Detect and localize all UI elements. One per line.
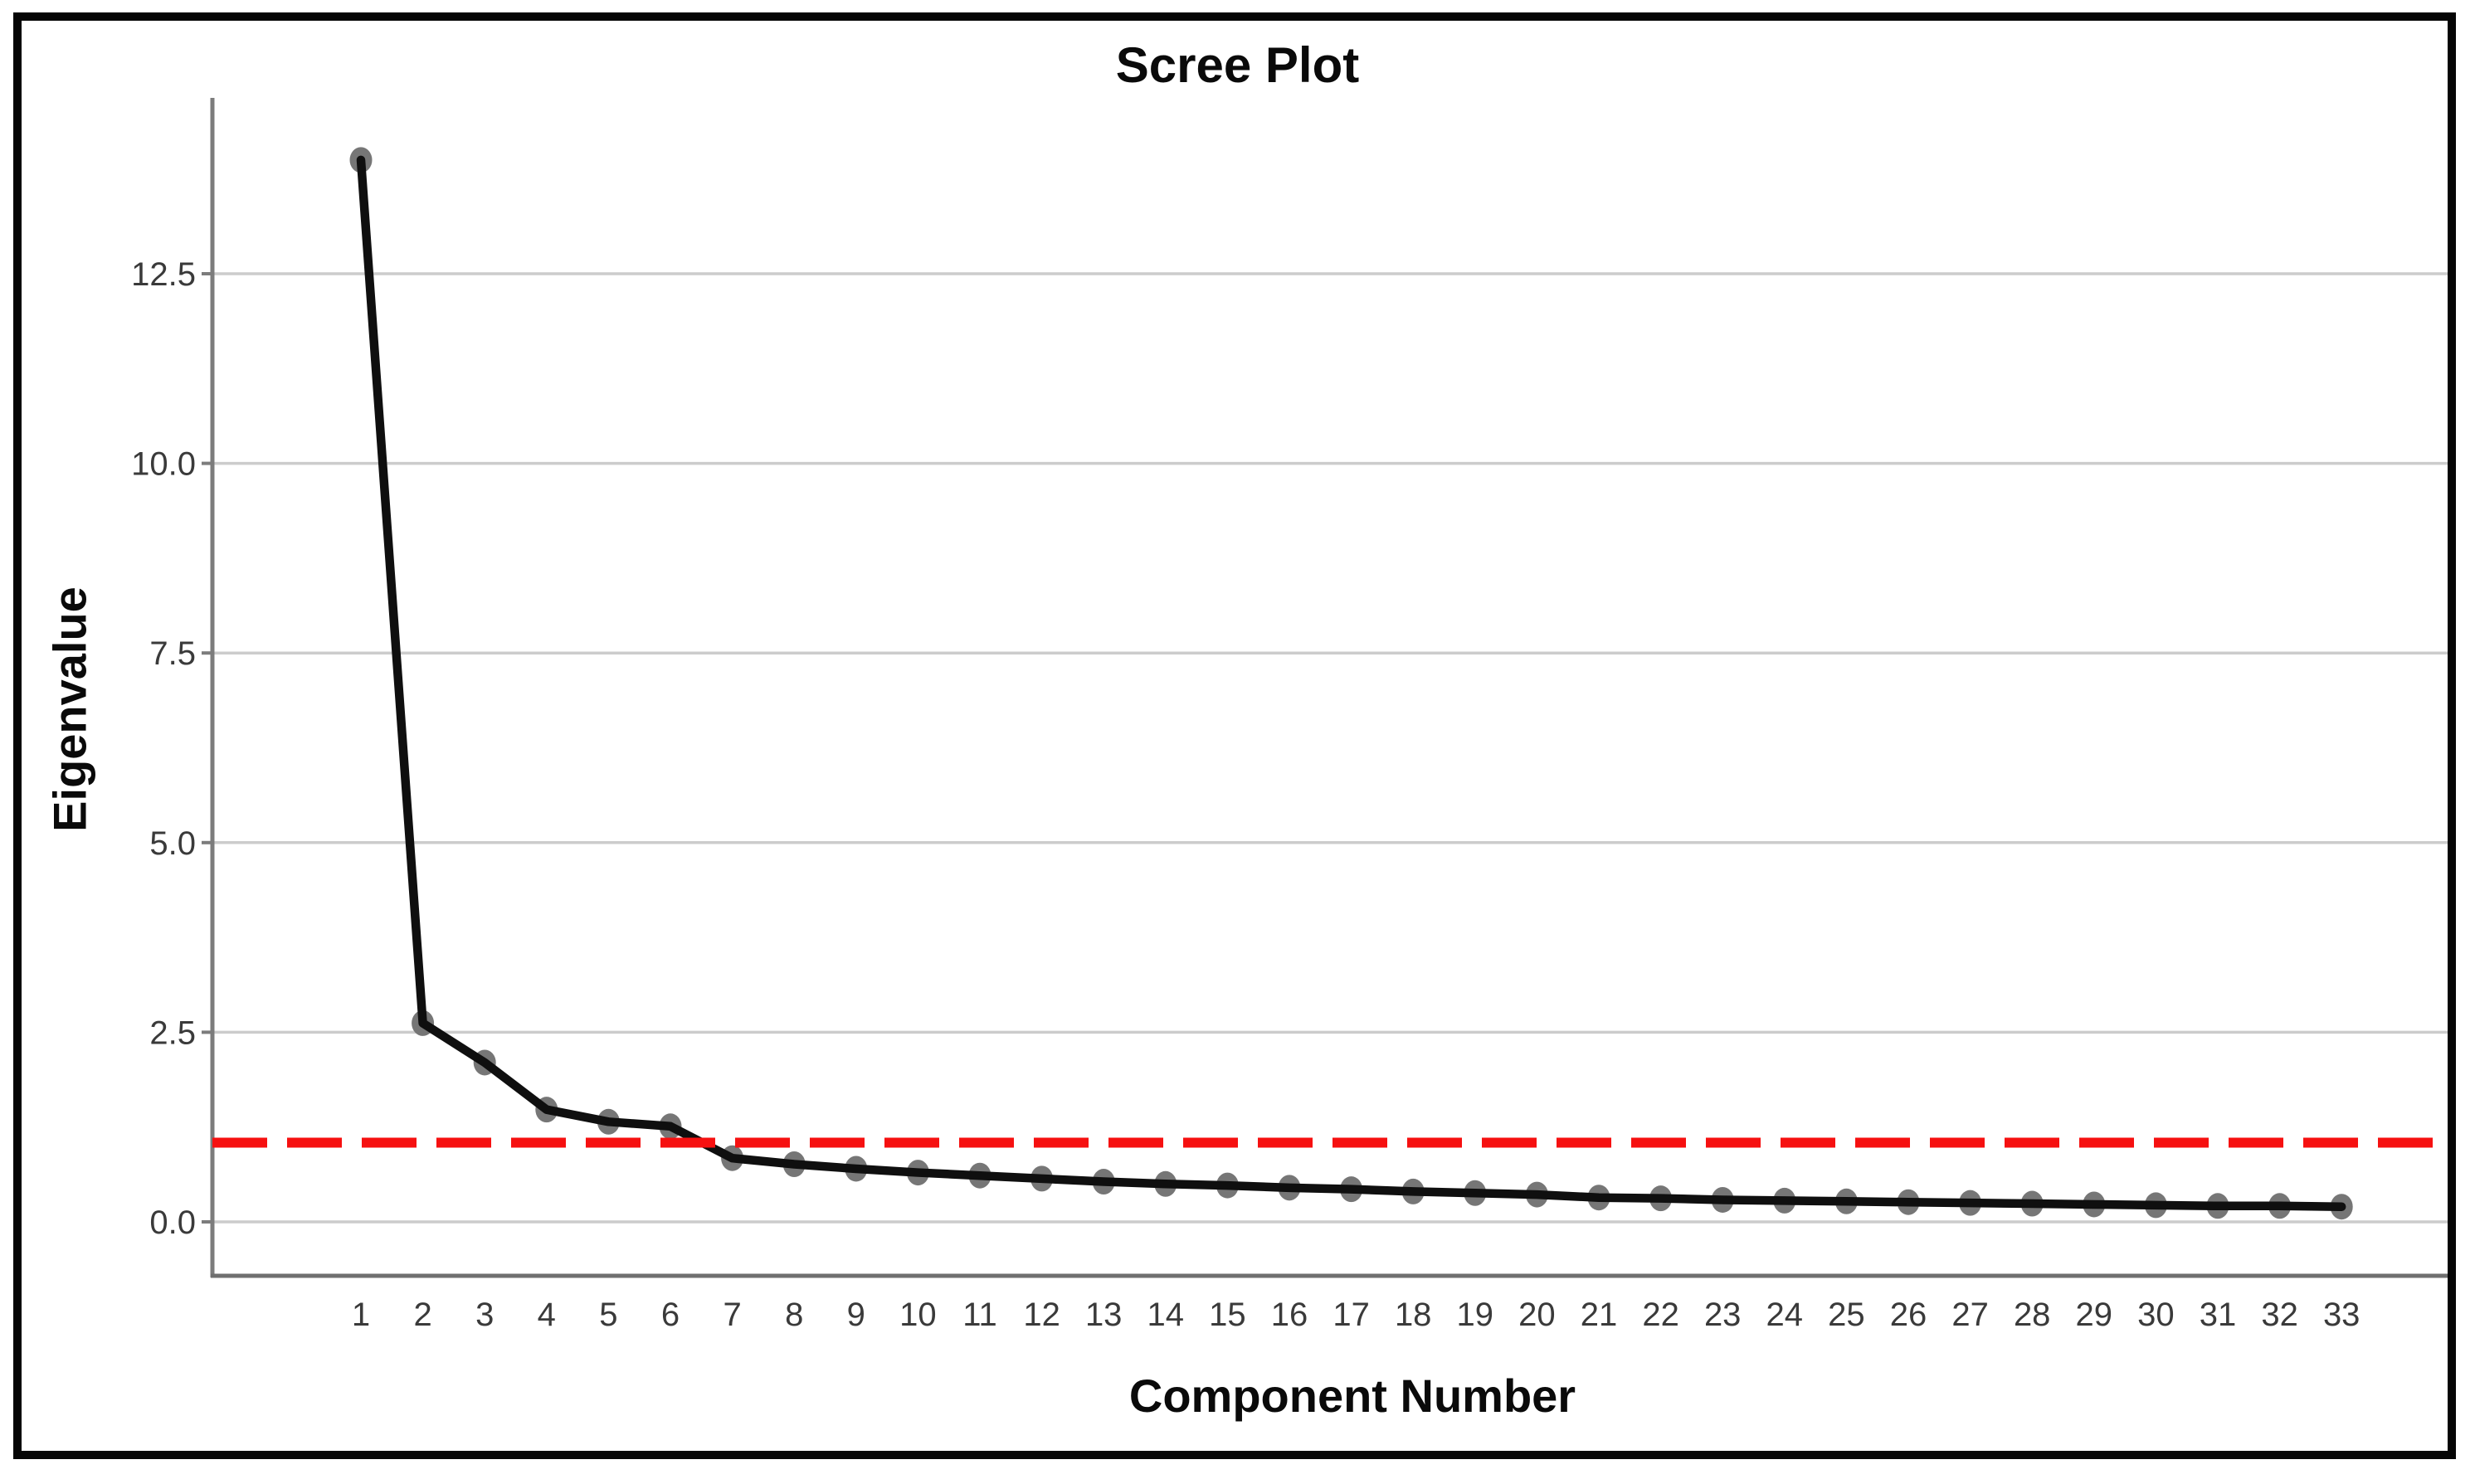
x-tick-label: 28 — [2014, 1297, 2051, 1333]
x-tick-label: 33 — [2323, 1297, 2361, 1333]
x-tick-label: 19 — [1457, 1297, 1494, 1333]
x-tick-label: 22 — [1642, 1297, 1679, 1333]
x-tick-label: 14 — [1147, 1297, 1185, 1333]
x-tick-label: 5 — [599, 1297, 617, 1333]
x-tick-label: 4 — [538, 1297, 556, 1333]
x-tick-label: 31 — [2200, 1297, 2237, 1333]
x-tick-label: 20 — [1518, 1297, 1556, 1333]
x-tick-label: 16 — [1271, 1297, 1308, 1333]
x-tick-label: 9 — [847, 1297, 865, 1333]
x-tick-label: 3 — [475, 1297, 494, 1333]
x-tick-label: 23 — [1704, 1297, 1742, 1333]
x-tick-label: 26 — [1890, 1297, 1927, 1333]
x-tick-label: 7 — [723, 1297, 741, 1333]
x-tick-label: 10 — [899, 1297, 937, 1333]
chart-title: Scree Plot — [1115, 37, 1360, 93]
x-tick-label: 11 — [962, 1297, 997, 1333]
y-tick-label: 2.5 — [149, 1014, 196, 1051]
eigenvalue-line — [356, 155, 2346, 1211]
x-tick-label: 15 — [1209, 1297, 1246, 1333]
x-tick-label: 6 — [661, 1297, 680, 1333]
y-tick-label: 10.0 — [131, 446, 196, 483]
x-tick-label: 1 — [352, 1297, 370, 1333]
x-tick-label: 29 — [2076, 1297, 2113, 1333]
x-tick-label: 8 — [785, 1297, 803, 1333]
x-tick-label: 2 — [413, 1297, 431, 1333]
x-tick-label: 32 — [2261, 1297, 2298, 1333]
x-tick-label: 25 — [1828, 1297, 1865, 1333]
y-tick-label: 0.0 — [149, 1204, 196, 1241]
x-tick-label: 27 — [1951, 1297, 1989, 1333]
y-tick-label: 12.5 — [131, 256, 196, 293]
x-tick-label: 18 — [1395, 1297, 1432, 1333]
x-tick-label: 24 — [1766, 1297, 1804, 1333]
x-tick-label: 13 — [1085, 1297, 1123, 1333]
x-tick-label: 30 — [2137, 1297, 2175, 1333]
x-axis-title: Component Number — [1128, 1370, 1576, 1422]
y-tick-label: 7.5 — [149, 635, 196, 672]
x-tick-label: 12 — [1023, 1297, 1060, 1333]
x-tick-label: 17 — [1333, 1297, 1370, 1333]
y-tick-label: 5.0 — [149, 825, 196, 862]
x-tick-label: 21 — [1581, 1297, 1618, 1333]
